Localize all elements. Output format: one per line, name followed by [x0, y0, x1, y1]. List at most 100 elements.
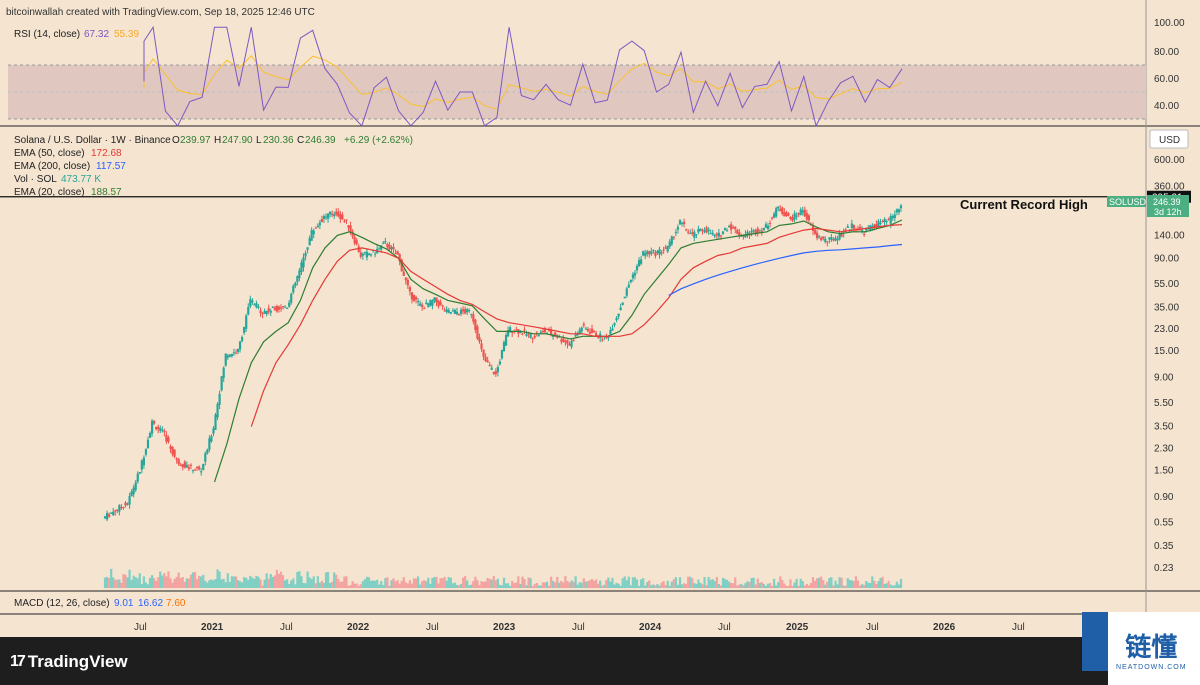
candle	[474, 319, 477, 330]
candle	[674, 232, 677, 234]
candle	[310, 229, 313, 241]
candle	[640, 259, 643, 264]
volume-bar	[439, 578, 442, 588]
candle	[279, 307, 283, 309]
tradingview-logo[interactable]: 17 TradingView	[10, 652, 128, 672]
volume-bar	[533, 584, 536, 588]
volume-bar	[560, 580, 563, 588]
volume-bar	[132, 575, 135, 588]
candle	[416, 301, 420, 303]
price-tick: 360.00	[1154, 181, 1185, 192]
volume-bar	[637, 585, 641, 588]
volume-bar	[640, 579, 643, 588]
volume-bar	[809, 583, 813, 588]
volume-bar	[619, 585, 622, 588]
candle	[754, 230, 757, 235]
candle	[439, 301, 442, 305]
candle	[578, 329, 581, 335]
volume-bar	[791, 585, 794, 588]
candle	[846, 226, 849, 228]
volume-bar	[112, 577, 115, 588]
volume-bar	[795, 578, 798, 588]
volume-bar	[126, 577, 129, 588]
candle	[308, 238, 311, 246]
candle	[496, 366, 499, 373]
volume-bar	[668, 585, 671, 588]
volume-bar	[660, 582, 663, 588]
volume-bar	[730, 582, 733, 588]
candle	[445, 309, 448, 312]
volume-bar	[631, 577, 635, 588]
candle	[257, 306, 260, 308]
volume-bar	[470, 584, 473, 588]
volume-bar	[214, 579, 217, 588]
candle	[840, 233, 843, 237]
volume-bar	[715, 577, 718, 588]
volume-bar	[337, 578, 340, 588]
volume-bar	[756, 578, 759, 588]
volume-bar	[887, 580, 890, 588]
candle	[183, 461, 186, 468]
candle	[773, 213, 776, 218]
candle	[322, 216, 326, 219]
volume-bar	[609, 581, 612, 588]
volume-bar	[617, 583, 620, 588]
candle	[326, 213, 330, 219]
candle	[756, 228, 759, 234]
volume-bar	[764, 585, 768, 588]
candle	[343, 220, 346, 222]
candle	[668, 241, 671, 247]
volume-bar	[455, 584, 459, 588]
volume-bar	[345, 576, 348, 588]
candle	[584, 328, 587, 330]
volume-bar	[333, 572, 336, 588]
watermark-english-text: NEATDOWN.COM	[1116, 663, 1187, 671]
volume-bar	[846, 578, 849, 588]
volume-bar	[588, 580, 592, 588]
volume-bar	[324, 572, 328, 588]
price-tick: 5.50	[1154, 398, 1174, 409]
volume-bar	[150, 575, 154, 588]
time-tick: 2023	[493, 622, 516, 633]
volume-bar	[155, 580, 158, 588]
candle	[108, 514, 111, 517]
volume-bar	[891, 585, 894, 588]
volume-bar	[556, 576, 559, 588]
candle	[703, 230, 706, 233]
candle	[885, 220, 888, 222]
currency-box[interactable]	[1149, 129, 1189, 149]
candle	[185, 464, 188, 468]
candle	[564, 340, 567, 343]
volume-bar	[322, 582, 326, 588]
candle	[787, 213, 790, 216]
rsi-title: RSI (14, close)	[14, 29, 80, 40]
volume-bar	[427, 577, 430, 588]
candle	[447, 309, 450, 313]
volume-bar	[541, 582, 544, 588]
price-tick: 0.23	[1154, 563, 1174, 574]
volume-bar	[785, 585, 788, 588]
volume-bar	[445, 580, 448, 588]
candle	[574, 334, 577, 337]
candle	[484, 356, 487, 362]
volume-bar	[312, 576, 315, 588]
candle	[615, 317, 618, 321]
candle	[333, 214, 336, 216]
volume-bar	[249, 575, 252, 588]
candle	[363, 252, 366, 254]
candle	[419, 303, 422, 306]
candle	[191, 470, 195, 472]
rsi-tick: 60.00	[1154, 74, 1179, 85]
candle	[105, 513, 109, 520]
volume-bar	[353, 583, 356, 588]
volume-bar	[243, 577, 246, 588]
volume-bar	[226, 573, 229, 588]
volume-bar	[515, 582, 518, 588]
volume-bar	[449, 577, 452, 588]
candle	[895, 209, 898, 213]
volume-bar	[118, 579, 121, 588]
time-tick: Jul	[1012, 622, 1025, 633]
candle	[613, 323, 616, 326]
volume-bar	[607, 577, 610, 588]
volume-bar	[697, 579, 700, 588]
